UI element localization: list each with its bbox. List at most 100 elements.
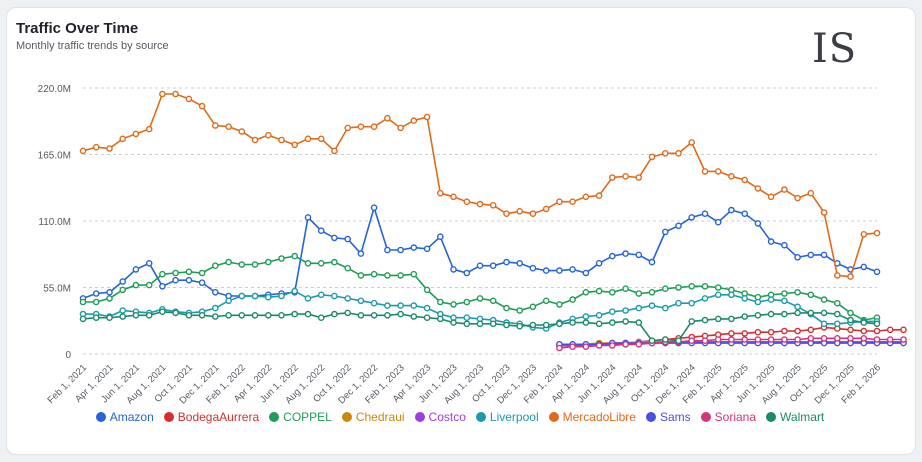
data-point-coppel bbox=[463, 298, 471, 306]
data-point-amazon bbox=[529, 264, 537, 272]
data-point-soriana bbox=[741, 336, 749, 343]
data-point-coppel bbox=[423, 286, 431, 294]
data-point-mercadolibre bbox=[172, 90, 179, 98]
data-point-soriana bbox=[635, 340, 643, 348]
legend-swatch bbox=[766, 412, 777, 422]
data-point-liverpool bbox=[384, 302, 391, 309]
data-point-walmart bbox=[847, 316, 854, 324]
data-point-liverpool bbox=[463, 314, 471, 322]
data-point-liverpool bbox=[754, 298, 762, 306]
data-point-walmart bbox=[410, 313, 418, 320]
legend-item-soriana[interactable]: Soriana bbox=[700, 410, 756, 424]
data-point-amazon bbox=[662, 228, 669, 236]
data-point-amazon bbox=[304, 214, 312, 221]
data-point-bodegaaurrera bbox=[794, 327, 801, 335]
data-point-liverpool bbox=[622, 307, 629, 314]
data-point-amazon bbox=[741, 210, 749, 217]
data-point-amazon bbox=[807, 251, 815, 259]
legend-label: COPPEL bbox=[283, 410, 332, 424]
data-point-amazon bbox=[370, 204, 378, 211]
legend-item-coppel[interactable]: COPPEL bbox=[269, 410, 332, 424]
legend-item-mercadolibre[interactable]: MercadoLibre bbox=[548, 410, 636, 424]
data-point-bodegaaurrera bbox=[754, 328, 762, 336]
data-point-mercadolibre bbox=[807, 189, 815, 197]
data-point-bodegaaurrera bbox=[860, 327, 868, 335]
data-point-liverpool bbox=[834, 320, 841, 328]
data-point-amazon bbox=[198, 279, 206, 287]
data-point-coppel bbox=[79, 298, 87, 306]
data-point-walmart bbox=[595, 320, 603, 328]
data-point-mercadolibre bbox=[582, 193, 590, 201]
legend-swatch bbox=[414, 412, 425, 422]
data-point-mercadolibre bbox=[384, 114, 391, 122]
legend-swatch bbox=[163, 412, 174, 422]
data-point-walmart bbox=[675, 337, 682, 345]
data-point-walmart bbox=[622, 318, 629, 325]
legend-item-sams[interactable]: Sams bbox=[645, 410, 691, 424]
legend-item-liverpool[interactable]: Liverpool bbox=[475, 410, 539, 424]
chart-subtitle: Monthly traffic trends by source bbox=[16, 40, 169, 52]
data-point-liverpool bbox=[331, 292, 338, 300]
data-point-amazon bbox=[463, 269, 471, 277]
data-point-soriana bbox=[622, 340, 629, 348]
data-point-walmart bbox=[701, 316, 709, 324]
data-point-walmart bbox=[397, 310, 404, 318]
data-point-mercadolibre bbox=[410, 117, 418, 124]
data-point-walmart bbox=[423, 314, 431, 322]
legend-label: Sams bbox=[659, 410, 691, 424]
data-point-liverpool bbox=[662, 304, 669, 312]
data-point-amazon bbox=[794, 253, 801, 261]
data-point-liverpool bbox=[714, 291, 722, 299]
data-point-mercadolibre bbox=[741, 176, 749, 184]
data-point-amazon bbox=[436, 233, 444, 240]
data-point-mercadolibre bbox=[820, 209, 828, 216]
legend-item-chedraui[interactable]: Chedraui bbox=[341, 410, 405, 424]
data-point-walmart bbox=[436, 315, 444, 323]
data-point-mercadolibre bbox=[873, 229, 881, 237]
data-point-mercadolibre bbox=[370, 123, 378, 130]
y-tick-label: 110.0M bbox=[38, 217, 71, 228]
legend-item-amazon[interactable]: Amazon bbox=[95, 410, 154, 424]
data-point-coppel bbox=[132, 281, 140, 289]
data-point-amazon bbox=[820, 251, 828, 259]
data-point-liverpool bbox=[251, 292, 259, 300]
data-point-soriana bbox=[688, 337, 696, 345]
data-point-soriana bbox=[794, 336, 801, 343]
legend-swatch bbox=[95, 412, 106, 422]
data-point-walmart bbox=[609, 319, 616, 326]
data-point-walmart bbox=[119, 313, 126, 320]
data-point-mercadolibre bbox=[516, 207, 524, 215]
data-point-coppel bbox=[185, 268, 193, 276]
data-point-walmart bbox=[331, 310, 338, 318]
data-point-liverpool bbox=[423, 304, 431, 312]
data-point-mercadolibre bbox=[436, 189, 444, 197]
data-point-mercadolibre bbox=[132, 130, 140, 138]
data-point-mercadolibre bbox=[662, 149, 669, 157]
data-point-mercadolibre bbox=[119, 135, 126, 143]
data-point-coppel bbox=[410, 270, 418, 278]
data-point-mercadolibre bbox=[198, 102, 206, 110]
data-point-mercadolibre bbox=[728, 172, 735, 180]
data-point-walmart bbox=[767, 310, 775, 318]
legend-item-bodegaaurrera[interactable]: BodegaAurrera bbox=[163, 410, 259, 424]
data-point-coppel bbox=[675, 284, 682, 291]
legend-item-costco[interactable]: Costco bbox=[414, 410, 466, 424]
data-point-liverpool bbox=[225, 297, 232, 305]
data-point-liverpool bbox=[688, 299, 696, 307]
data-point-soriana bbox=[886, 336, 894, 343]
data-point-mercadolibre bbox=[489, 201, 497, 209]
data-point-amazon bbox=[754, 220, 762, 227]
data-point-amazon bbox=[106, 288, 113, 296]
data-point-liverpool bbox=[291, 287, 299, 295]
legend-item-walmart[interactable]: Walmart bbox=[766, 410, 824, 424]
data-point-coppel bbox=[807, 291, 815, 299]
legend-swatch bbox=[269, 412, 280, 422]
data-point-coppel bbox=[556, 301, 563, 308]
data-point-walmart bbox=[781, 310, 788, 318]
data-point-soriana bbox=[728, 336, 735, 343]
data-point-mercadolibre bbox=[397, 124, 404, 132]
y-tick-label: 220.0M bbox=[38, 84, 71, 95]
data-point-amazon bbox=[317, 227, 325, 234]
data-point-coppel bbox=[622, 285, 629, 293]
data-point-soriana bbox=[847, 334, 854, 342]
